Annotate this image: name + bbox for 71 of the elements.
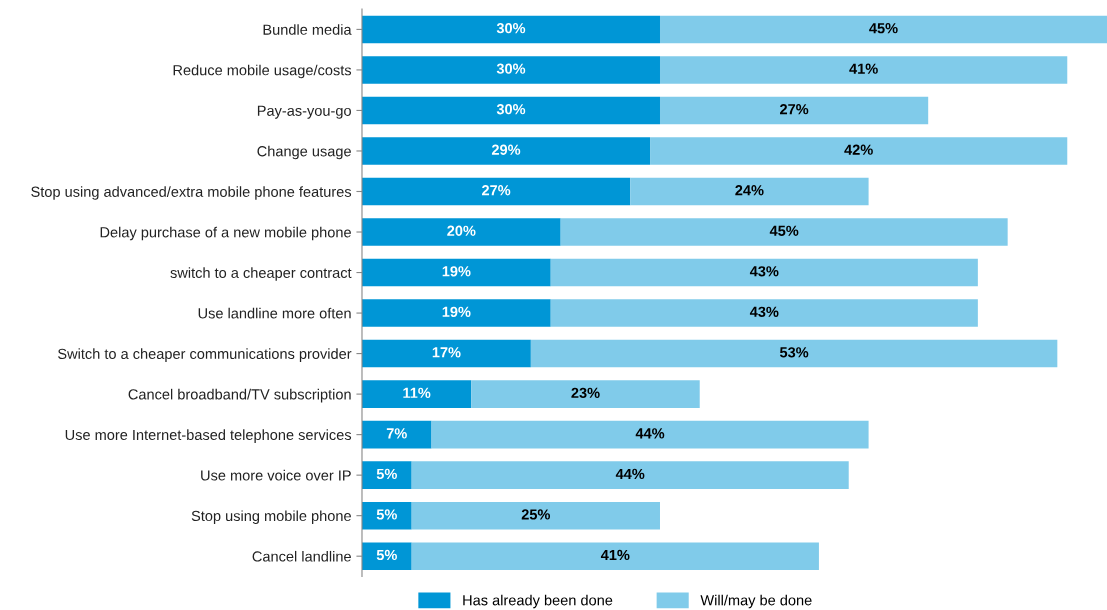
- bar: [550, 258, 978, 287]
- y-tick-label: Switch to a cheaper communications provider: [58, 348, 352, 362]
- y-tick-label: Cancel landline: [252, 550, 351, 562]
- y-tick-label: Stop using advanced/extra mobile phone features: [31, 186, 352, 200]
- data-label: 42%: [844, 144, 873, 155]
- data-label: 44%: [615, 468, 645, 480]
- y-tick-label: Delay purchase of a new mobile phone: [100, 226, 351, 241]
- data-label: 25%: [521, 509, 551, 520]
- bar: [361, 299, 551, 327]
- bar: [361, 542, 412, 570]
- y-tick-label: Pay-as-you-go: [257, 105, 351, 119]
- data-label: 41%: [600, 549, 630, 561]
- bar: [550, 299, 978, 327]
- bar: [361, 420, 432, 449]
- bar: [630, 177, 869, 206]
- y-tick-label: Stop using mobile phone: [191, 510, 351, 524]
- bar: [659, 56, 1068, 84]
- legend-label: Will/may be done: [700, 594, 812, 609]
- data-label: 44%: [635, 428, 665, 439]
- data-label: 30%: [496, 63, 526, 74]
- data-label: 19%: [442, 306, 471, 317]
- bar: [361, 339, 531, 368]
- bar: [560, 218, 1008, 246]
- data-label: 27%: [482, 185, 511, 196]
- data-label: 20%: [447, 225, 476, 236]
- data-label: 45%: [869, 23, 898, 34]
- data-label: 19%: [442, 266, 471, 277]
- bar: [361, 258, 551, 287]
- bar: [659, 96, 929, 125]
- bar: [361, 218, 561, 246]
- data-label: 23%: [571, 387, 600, 399]
- bar: [411, 501, 660, 530]
- data-label: 30%: [496, 23, 526, 34]
- data-label: 5%: [376, 468, 397, 480]
- data-label: 17%: [432, 347, 461, 358]
- y-tick-label: Use more voice over IP: [201, 469, 351, 481]
- data-label: 30%: [496, 104, 526, 115]
- data-label: 27%: [780, 104, 809, 115]
- bar: [659, 15, 1107, 44]
- y-tick-label: Use landline more often: [198, 307, 351, 319]
- data-label: 53%: [779, 347, 809, 358]
- bar: [411, 542, 819, 570]
- data-label: 24%: [735, 185, 764, 196]
- legend-label: Has already been done: [463, 594, 613, 609]
- data-label: 5%: [376, 549, 397, 561]
- y-tick-label: Cancel broadband/TV subscription: [128, 388, 351, 403]
- bar: [361, 56, 660, 84]
- bar: [361, 15, 660, 44]
- bar: [530, 339, 1058, 368]
- data-label: 43%: [749, 306, 779, 317]
- bar: [650, 137, 1068, 165]
- bar: [361, 380, 472, 408]
- data-label: 7%: [386, 428, 407, 439]
- data-label: 11%: [403, 387, 431, 398]
- data-label: 29%: [491, 144, 521, 155]
- y-tick-label: Change usage: [257, 145, 351, 160]
- bar: [361, 177, 631, 206]
- data-label: 5%: [376, 509, 397, 520]
- y-tick-label: Bundle media: [263, 24, 352, 35]
- bar: [361, 137, 651, 165]
- y-tick-label: switch to a cheaper contract: [170, 267, 352, 281]
- bar: [411, 461, 849, 489]
- data-label: 43%: [749, 266, 779, 277]
- bar: [361, 461, 412, 489]
- bar: [361, 96, 660, 125]
- y-tick-label: Reduce mobile usage/costs: [173, 64, 352, 79]
- data-label: 45%: [769, 225, 799, 236]
- y-tick-label: Use more Internet-based telephone services: [65, 429, 352, 443]
- data-label: 41%: [849, 63, 878, 74]
- bar: [471, 380, 700, 408]
- bar: [431, 420, 869, 449]
